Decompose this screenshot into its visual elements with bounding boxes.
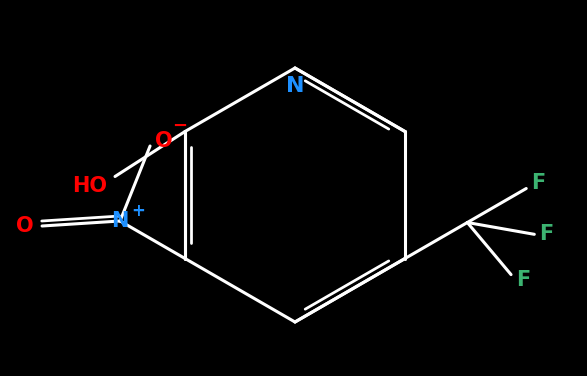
Text: F: F (531, 173, 545, 194)
Text: HO: HO (73, 176, 107, 197)
Text: O: O (155, 131, 173, 151)
Text: F: F (516, 270, 530, 290)
Text: N: N (112, 211, 129, 231)
Text: N: N (286, 76, 304, 96)
Text: −: − (172, 117, 187, 135)
Text: O: O (16, 216, 34, 236)
Text: F: F (539, 224, 554, 244)
Text: +: + (131, 202, 145, 220)
